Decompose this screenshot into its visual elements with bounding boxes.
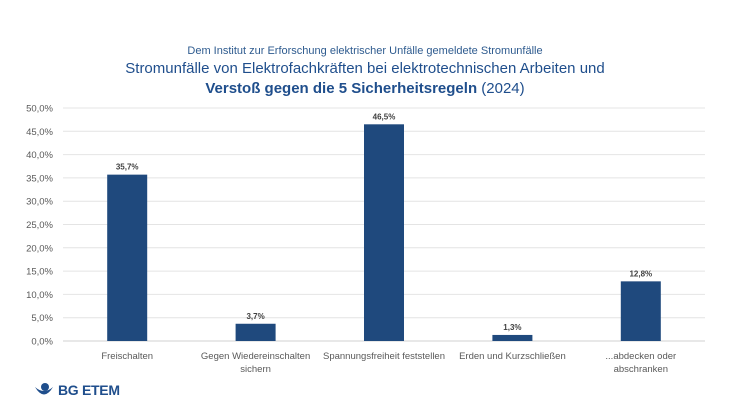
x-tick-label: sichern: [240, 364, 271, 375]
data-label: 35,7%: [116, 163, 139, 172]
chart-title-line2: Verstoß gegen die 5 Sicherheitsregeln (2…: [0, 80, 730, 97]
logo-text: BG ETEM: [58, 382, 120, 398]
y-tick-label: 30,0%: [26, 197, 53, 208]
x-tick-label: abschranken: [614, 364, 668, 375]
chart-subtitle: Dem Institut zur Erforschung elektrische…: [187, 45, 543, 57]
y-tick-label: 0,0%: [31, 337, 53, 348]
bar: [235, 323, 276, 341]
logo-icon: [35, 383, 53, 395]
bar: [620, 281, 661, 341]
x-tick-label: Gegen Wiedereinschalten: [201, 351, 310, 362]
y-tick-label: 15,0%: [26, 267, 53, 278]
data-label: 1,3%: [503, 323, 521, 332]
y-tick-label: 50,0%: [26, 104, 53, 115]
data-label: 12,8%: [629, 269, 652, 278]
bar: [107, 174, 148, 341]
bar: [364, 124, 404, 341]
y-tick-label: 10,0%: [26, 290, 53, 301]
x-tick-label: ...abdecken oder: [605, 351, 676, 362]
x-tick-label: Erden und Kurzschließen: [459, 351, 566, 362]
x-tick-label: Spannungsfreiheit feststellen: [323, 351, 445, 362]
y-tick-label: 35,0%: [26, 173, 53, 184]
chart-title-year: (2024): [477, 80, 525, 97]
y-tick-label: 5,0%: [31, 313, 53, 324]
bar: [492, 334, 533, 341]
y-tick-label: 20,0%: [26, 243, 53, 254]
y-tick-label: 40,0%: [26, 150, 53, 161]
chart-title-bold: Verstoß gegen die 5 Sicherheitsregeln: [205, 80, 478, 97]
data-label: 3,7%: [246, 312, 264, 321]
data-label: 46,5%: [373, 112, 396, 121]
y-tick-label: 45,0%: [26, 127, 53, 138]
y-tick-label: 25,0%: [26, 220, 53, 231]
chart-title-line1: Stromunfälle von Elektrofachkräften bei …: [125, 60, 605, 77]
x-tick-label: Freischalten: [101, 351, 153, 362]
bg-etem-logo: BG ETEM: [34, 382, 120, 398]
